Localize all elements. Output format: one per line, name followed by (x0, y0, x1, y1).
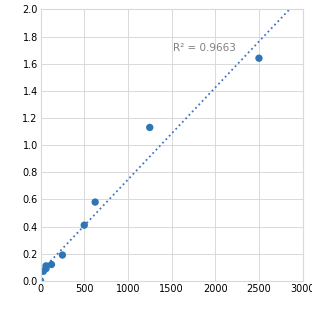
Point (147, 125, 152, 130)
Point (49, 262, 54, 267)
Point (93, 200, 98, 205)
Point (43, 266, 49, 271)
Text: R² = 0.9663: R² = 0.9663 (173, 43, 236, 53)
Point (82, 223, 87, 228)
Point (41, 269, 46, 274)
Point (256, 56, 261, 61)
Point (43, 263, 49, 268)
Point (38, 278, 43, 283)
Point (60, 252, 65, 257)
